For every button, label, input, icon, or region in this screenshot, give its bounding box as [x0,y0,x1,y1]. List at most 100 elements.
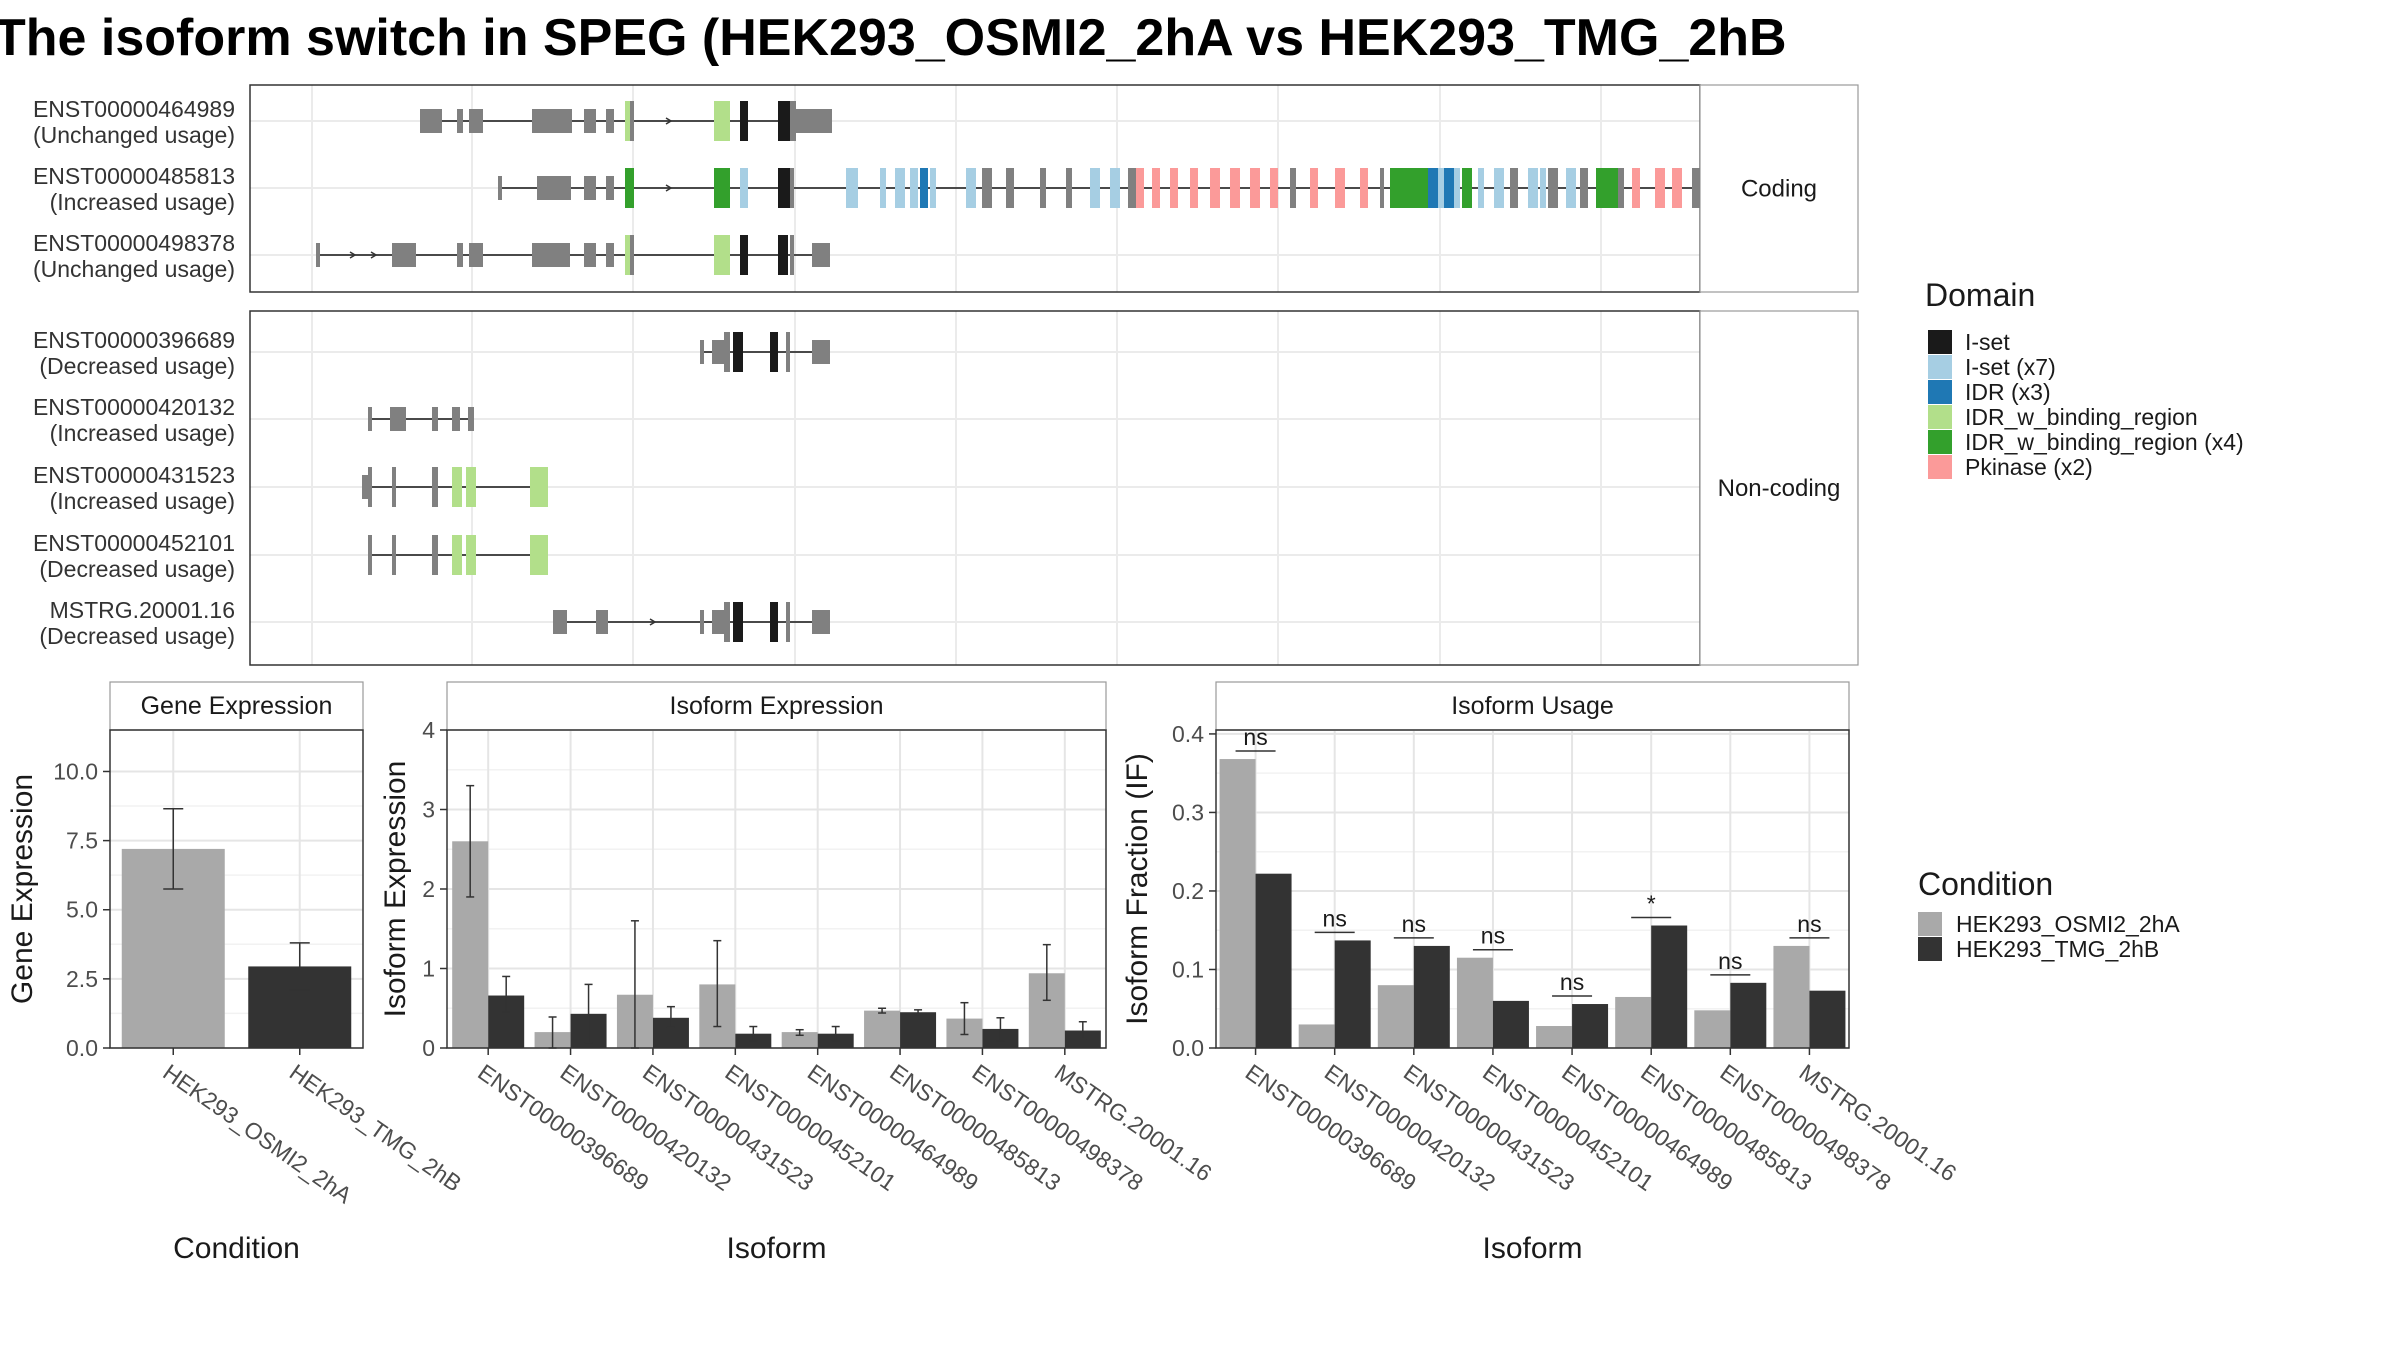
exon [498,176,502,200]
y-axis-title: Isoform Fraction (IF) [1121,753,1154,1025]
exon [532,243,570,267]
exon [786,602,790,642]
exon [778,235,788,275]
legend-swatch [1928,405,1952,429]
exon [714,168,730,208]
exon [532,109,572,133]
legend-label: I-set [1965,329,2010,355]
exon [468,407,474,431]
exon [920,168,928,208]
exon [1454,168,1460,208]
exon [537,176,571,200]
exon [1672,168,1682,208]
bar [1255,873,1292,1048]
exon [469,243,483,267]
bar [1492,1000,1529,1048]
panel-strip [446,681,1107,731]
exon [1310,168,1318,208]
exon [714,235,730,275]
y-axis-title: Gene Expression [6,774,39,1004]
y-tick-label: 4 [422,717,435,743]
figure-title: The isoform switch in SPEG (HEK293_OSMI2… [0,9,1787,67]
y-tick-label: 0.0 [66,1035,98,1061]
exon [880,168,886,208]
exon [1128,168,1136,208]
transcript-id: ENST00000485813 [33,163,235,189]
exon [1478,168,1484,208]
significance-label: ns [1718,948,1742,974]
transcript-usage: (Decreased usage) [39,623,235,649]
domain-legend-title: Domain [1925,277,2035,313]
exon [466,535,476,575]
strand-arrow [349,251,357,259]
exon [1540,168,1546,208]
exon [1692,168,1700,208]
panel-title: Isoform Expression [670,692,884,720]
significance-label: ns [1243,724,1267,750]
exon [1270,168,1278,208]
exon [1170,168,1178,208]
y-tick-label: 2.5 [66,966,98,992]
bar [1219,759,1256,1048]
exon [778,101,790,141]
exon [606,109,614,133]
exon [392,467,396,507]
legend-swatch [1928,430,1952,454]
transcript-structure-panel: ENST00000464989(Unchanged usage)ENST0000… [33,84,1859,666]
transcript-usage: (Increased usage) [50,189,235,215]
exon [910,168,918,208]
exon [625,101,630,141]
exon [606,176,614,200]
exon [452,407,460,431]
transcript-id: ENST00000452101 [33,530,235,556]
exon [1136,168,1144,208]
legend-swatch [1918,912,1942,936]
bar [1456,957,1493,1048]
bar [900,1012,937,1048]
exon [700,340,704,364]
exon [1380,168,1384,208]
chart-2: Isoform Expression01234ENST00000396689EN… [379,681,1217,1265]
legend-label: HEK293_TMG_2hB [1956,936,2159,962]
exon [1066,168,1072,208]
exon [740,101,748,141]
exon [1400,168,1418,208]
significance-label: ns [1560,969,1584,995]
transcript-usage: (Unchanged usage) [33,256,235,282]
exon [1230,168,1240,208]
exon [584,243,596,267]
exon [1548,168,1558,208]
chart-3: Isoform Usage0.00.10.20.30.4ENST00000396… [1121,681,1961,1265]
exon [596,610,608,634]
y-tick-label: 7.5 [66,828,98,854]
exon [812,243,830,267]
bar [1651,925,1688,1048]
exon [606,243,614,267]
legend-label: Pkinase (x2) [1965,454,2093,480]
y-tick-label: 0.4 [1172,721,1204,747]
legend-swatch [1928,380,1952,404]
bar-charts: Gene Expression0.02.55.07.510.0HEK293_OS… [6,681,1961,1265]
exon [1090,168,1100,208]
bar [1615,996,1652,1048]
exon [432,407,438,431]
bar [1694,1010,1731,1048]
exon [812,340,830,364]
exon [1418,168,1428,208]
exon [1462,168,1472,208]
legend-swatch [1918,937,1942,961]
strand-arrow [370,251,378,259]
legend-swatch [1928,330,1952,354]
exon [1655,168,1665,208]
y-tick-label: 5.0 [66,897,98,923]
exon [432,535,438,575]
transcript-usage: (Increased usage) [50,420,235,446]
bar [1298,1024,1335,1048]
transcript-id: ENST00000420132 [33,394,235,420]
exon [733,332,743,372]
bar [1809,990,1846,1048]
legend-swatch [1928,355,1952,379]
transcript-id: MSTRG.20001.16 [50,597,235,623]
y-tick-label: 1 [422,956,435,982]
